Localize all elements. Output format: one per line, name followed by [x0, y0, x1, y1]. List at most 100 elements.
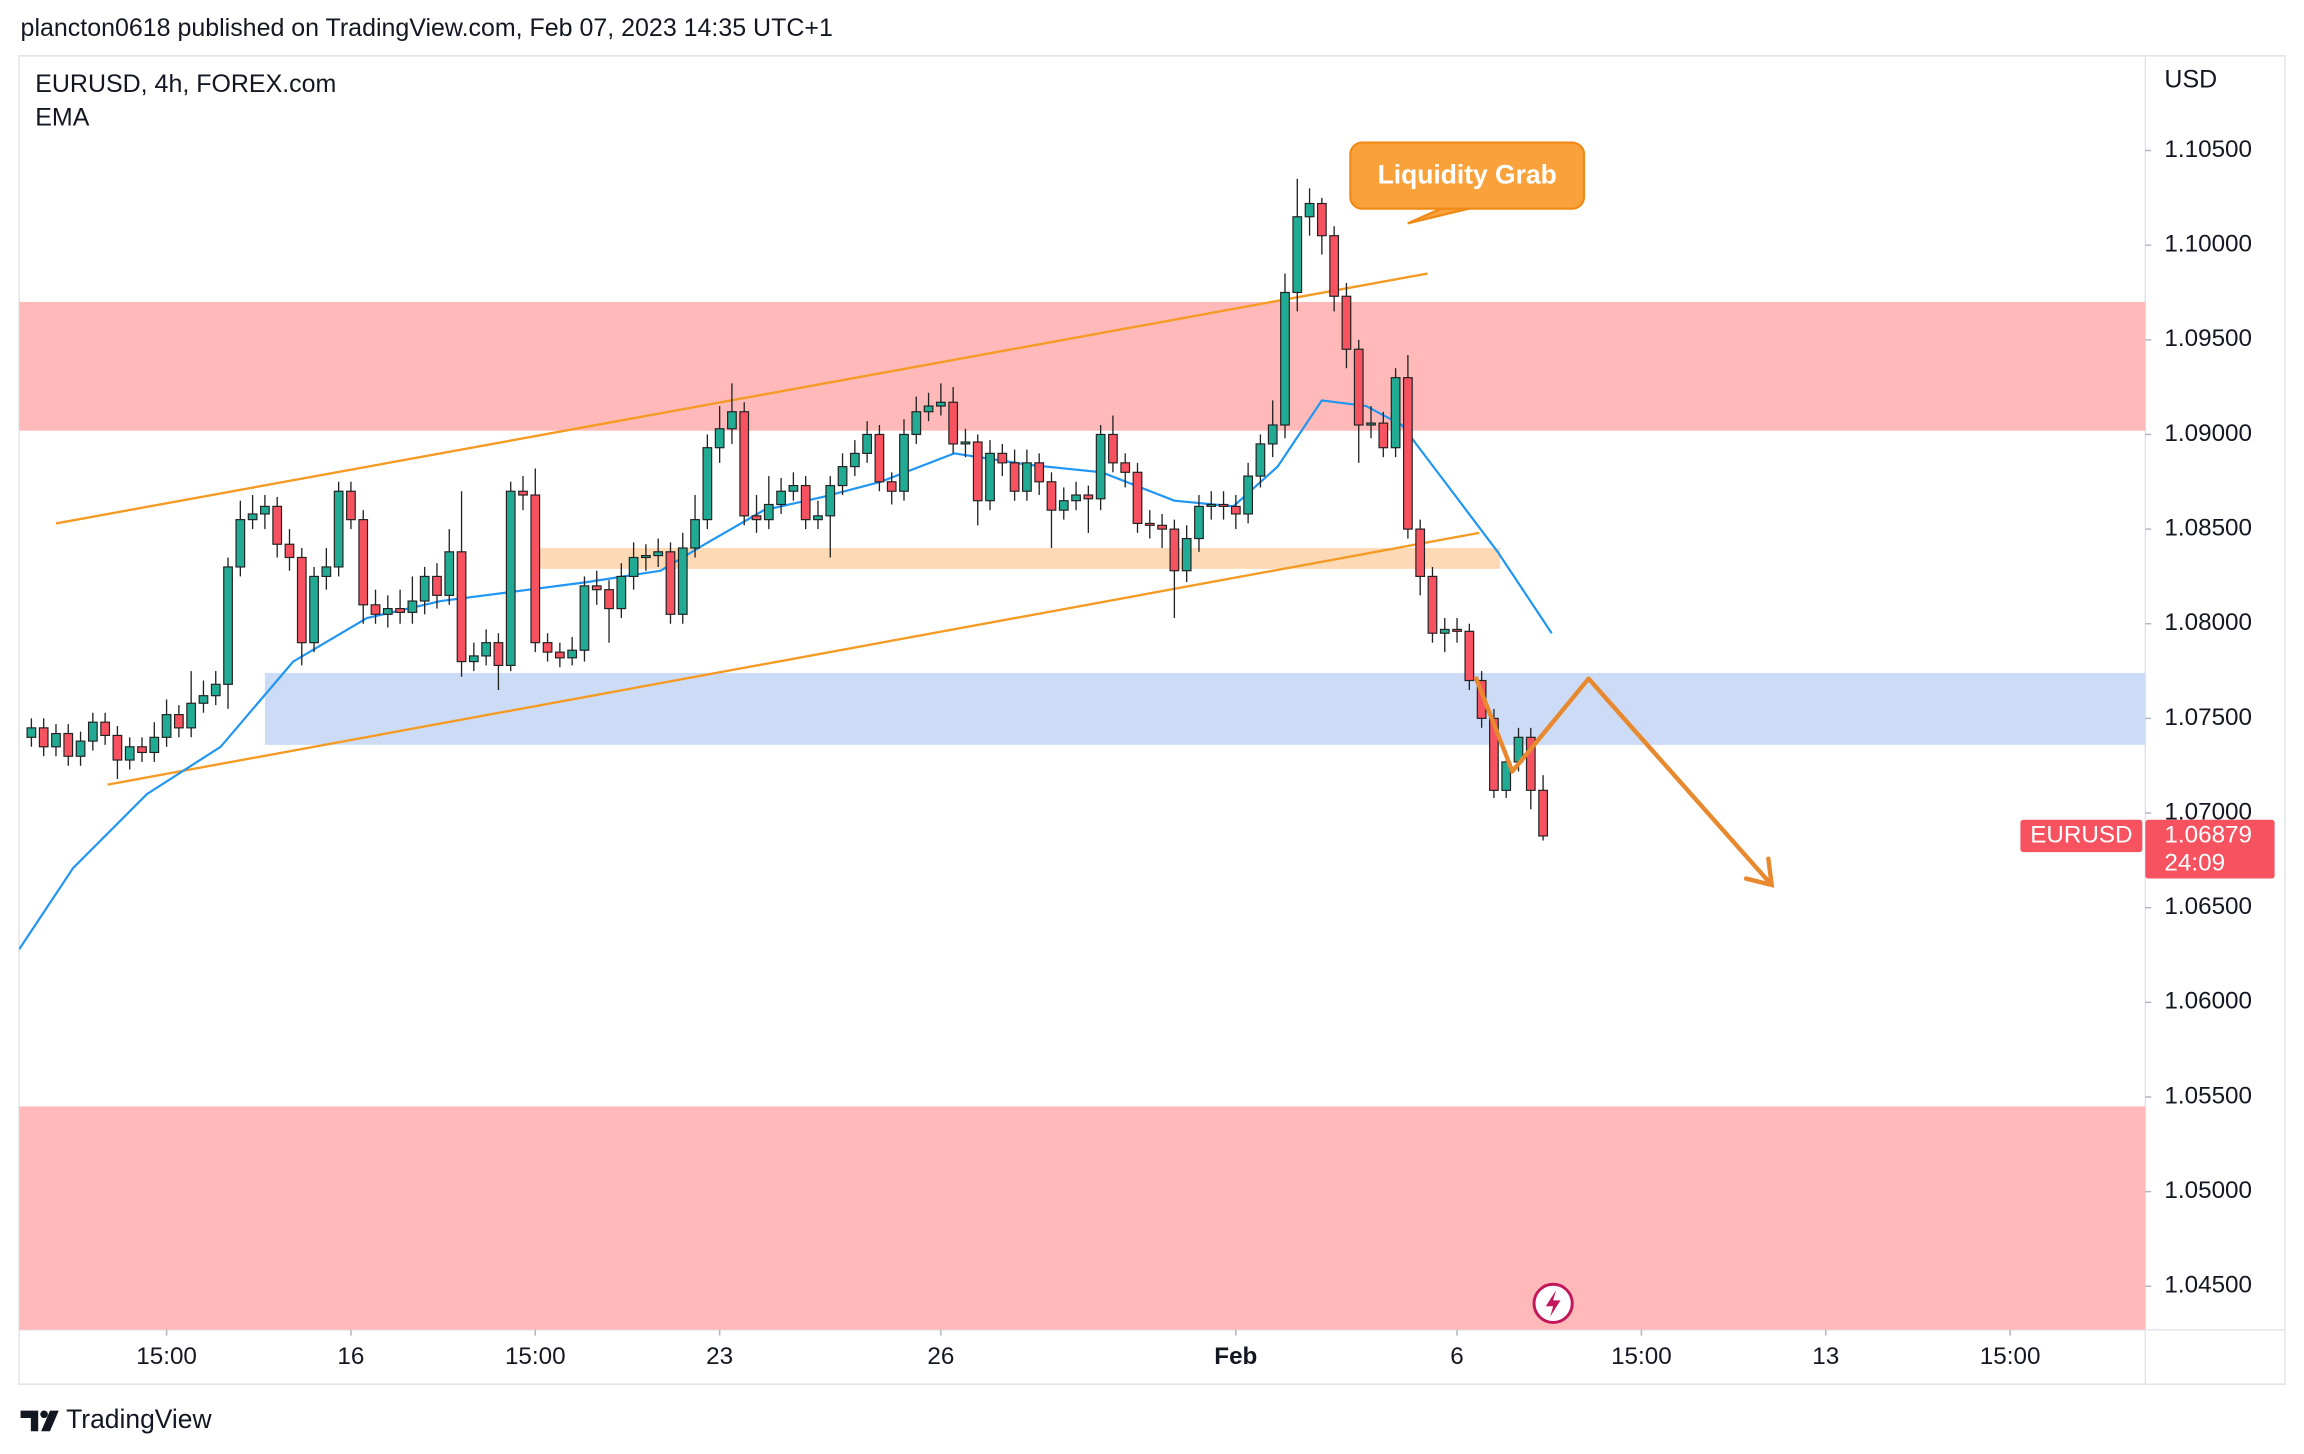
currency-label: USD	[2164, 65, 2217, 93]
candle-body	[628, 556, 639, 578]
candle-body	[862, 433, 873, 454]
logo-mark	[20, 1410, 39, 1432]
candle-body	[481, 642, 492, 657]
candle-body	[1169, 528, 1180, 572]
candle-body	[1439, 628, 1450, 634]
candle-body	[739, 411, 750, 517]
callout: Liquidity Grab	[1349, 141, 1586, 225]
candle-body	[1194, 505, 1204, 540]
candle-body	[1304, 202, 1315, 218]
plot-area	[19, 178, 2146, 1330]
candle-body	[493, 642, 504, 666]
candle-body	[849, 452, 860, 468]
logo-dot	[40, 1410, 48, 1419]
x-tick-label: 15:00	[136, 1343, 197, 1370]
candle-body	[997, 452, 1008, 464]
y-tick-label: 1.05000	[2164, 1177, 2252, 1204]
candle-body	[161, 714, 172, 738]
x-tick-label: Feb	[1214, 1343, 1257, 1370]
zone	[535, 548, 1501, 569]
candle-body	[567, 649, 578, 659]
y-tick-label: 1.08000	[2164, 609, 2252, 636]
x-tick-label: 15:00	[505, 1343, 566, 1370]
candle-body	[616, 575, 627, 610]
y-tick-label: 1.06500	[2164, 893, 2252, 920]
candle-body	[1034, 462, 1045, 483]
candle-body	[825, 484, 836, 517]
x-tick-label: 26	[927, 1343, 954, 1370]
candle-body	[1120, 462, 1131, 473]
candle-body	[358, 519, 369, 606]
candle-body	[837, 466, 848, 487]
candle-body	[505, 490, 516, 666]
candle-body	[223, 566, 233, 685]
candle-body	[653, 551, 664, 557]
candle-body	[960, 441, 971, 445]
candle-body	[641, 555, 651, 559]
y-tick-label: 1.04500	[2164, 1272, 2252, 1299]
candle-body	[1538, 789, 1548, 837]
candle-body	[100, 721, 111, 737]
candle-body	[51, 732, 61, 748]
zone	[19, 301, 2146, 431]
candle-body	[346, 490, 356, 521]
x-tick-label: 16	[337, 1343, 364, 1370]
candle-body	[1415, 528, 1426, 578]
candle-body	[1353, 348, 1364, 426]
x-tick-label: 15:00	[1611, 1343, 1672, 1370]
candle-body	[1316, 202, 1327, 237]
candle-body	[727, 411, 737, 430]
candle-body	[690, 519, 700, 549]
indicator-legend: EMA	[35, 104, 89, 132]
candle-body	[1255, 443, 1266, 477]
candle-body	[235, 519, 246, 568]
chart-frame	[18, 55, 2286, 1385]
candle-body	[554, 651, 565, 659]
trend-line	[107, 531, 1480, 786]
candle-body	[948, 401, 959, 445]
countdown-text: 24:09	[2164, 849, 2225, 876]
candle-body	[38, 727, 49, 748]
candle-body	[1243, 475, 1254, 515]
candle-body	[1525, 736, 1536, 791]
candle-body	[899, 433, 909, 492]
candle-body	[1071, 494, 1081, 502]
zone	[264, 672, 2146, 745]
candle-body	[788, 484, 799, 492]
last-price-text: 1.06879	[2164, 821, 2252, 848]
candle-body	[321, 566, 332, 578]
candle-body	[542, 642, 553, 653]
candle-body	[1452, 628, 1462, 632]
candle-body	[149, 736, 160, 754]
candle-body	[530, 494, 541, 644]
candle-body	[591, 585, 602, 591]
candle-body	[1108, 433, 1118, 464]
candle-body	[874, 433, 885, 483]
candle-body	[1181, 537, 1192, 572]
candle-body	[26, 727, 37, 738]
candle-body	[260, 505, 270, 515]
candle-body	[911, 411, 922, 436]
x-tick-label: 6	[1450, 1343, 1463, 1370]
candle-body	[247, 513, 258, 521]
y-tick-label: 1.09500	[2164, 325, 2252, 352]
candle-body	[972, 441, 983, 502]
x-tick-label: 15:00	[1980, 1343, 2041, 1370]
candle-body	[284, 543, 295, 559]
tradingview-logo	[20, 1410, 59, 1432]
candle-body	[173, 714, 184, 729]
candle-body	[370, 604, 381, 615]
candle-body	[309, 575, 319, 644]
candle-body	[1403, 377, 1413, 530]
candle-body	[1230, 505, 1241, 515]
candle-body	[579, 585, 590, 651]
candle-body	[137, 746, 147, 754]
candle-body	[1132, 471, 1143, 525]
projection-arrowhead	[1743, 856, 1775, 888]
trend-line	[55, 272, 1428, 525]
candle-body	[210, 683, 221, 697]
candle-body	[444, 551, 455, 596]
candle-body	[923, 405, 934, 413]
